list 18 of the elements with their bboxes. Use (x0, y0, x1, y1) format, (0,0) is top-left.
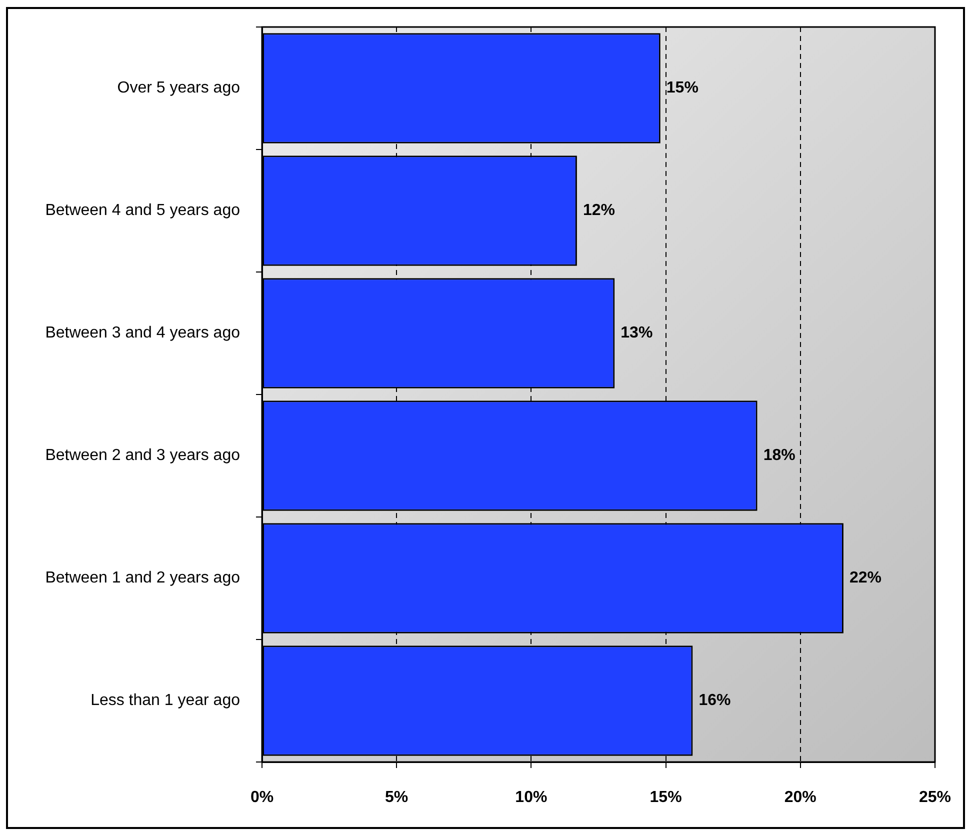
y-tick-label: Between 2 and 3 years ago (45, 447, 240, 464)
data-label: 13% (620, 324, 653, 342)
data-label: 18% (763, 447, 796, 464)
data-label: 15% (666, 80, 698, 97)
x-tick-label: 0% (250, 789, 274, 806)
y-tick-label: Between 4 and 5 years ago (45, 202, 240, 220)
y-tick-label: Between 1 and 2 years ago (45, 570, 240, 587)
x-tick-label: 20% (784, 789, 816, 806)
x-tick-label: 10% (515, 789, 548, 806)
y-tick-label: Over 5 years ago (117, 80, 240, 97)
y-tick-label: Between 3 and 4 years ago (45, 324, 240, 342)
x-tick-label: 5% (385, 789, 408, 806)
x-tick-label: 25% (918, 789, 952, 806)
x-tick-label: 15% (650, 789, 682, 806)
data-label: 16% (698, 692, 731, 710)
data-label: 12% (582, 202, 615, 220)
data-label: 22% (849, 570, 882, 587)
y-tick-label: Less than 1 year ago (90, 692, 240, 710)
